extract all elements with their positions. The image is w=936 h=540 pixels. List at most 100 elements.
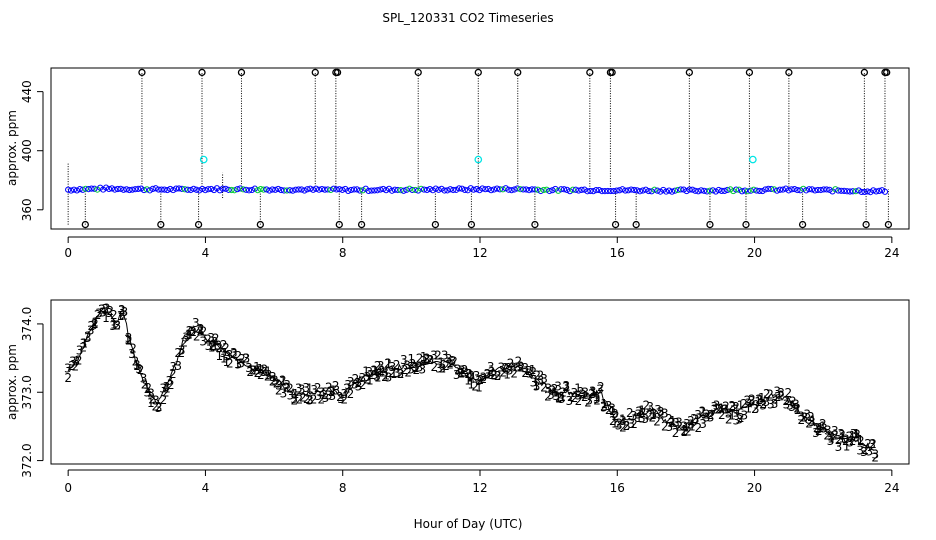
series-mark-3: 3 bbox=[135, 362, 143, 376]
series-mark-2: 2 bbox=[401, 363, 409, 377]
series-mark-3: 3 bbox=[280, 386, 288, 400]
series-mark-3: 3 bbox=[69, 354, 77, 368]
series-mark-2: 2 bbox=[275, 384, 283, 398]
baseline-point bbox=[520, 186, 527, 193]
spike-high-marker bbox=[860, 68, 869, 77]
series-mark-3: 3 bbox=[125, 331, 133, 345]
baseline-point bbox=[870, 187, 877, 194]
baseline-point bbox=[190, 185, 197, 192]
baseline-point bbox=[698, 187, 705, 194]
series-mark-2: 2 bbox=[464, 367, 472, 381]
series-mark-1: 1 bbox=[475, 381, 483, 395]
series-mark-3: 3 bbox=[777, 386, 785, 400]
baseline-point bbox=[569, 186, 576, 193]
y-tick-label: 374.0 bbox=[20, 307, 34, 341]
panel-raw-trace-lines bbox=[67, 72, 889, 225]
series-mark-3: 3 bbox=[740, 408, 748, 422]
baseline-point bbox=[587, 187, 594, 195]
series-mark-2: 2 bbox=[819, 417, 827, 431]
series-mark-2: 2 bbox=[477, 373, 485, 387]
series-mark-1: 1 bbox=[163, 382, 171, 396]
series-mark-2: 2 bbox=[200, 324, 208, 338]
series-mark-3: 3 bbox=[521, 361, 529, 375]
spike-low-marker bbox=[357, 220, 366, 229]
baseline-point bbox=[738, 188, 746, 195]
series-mark-2: 2 bbox=[562, 380, 570, 394]
baseline-point bbox=[841, 187, 848, 195]
baseline-point bbox=[733, 186, 740, 193]
series-mark-1: 1 bbox=[437, 356, 445, 370]
baseline-point bbox=[861, 188, 868, 196]
baseline-point bbox=[849, 188, 856, 195]
series-mark-2: 2 bbox=[434, 349, 442, 363]
series-mark-1: 1 bbox=[593, 390, 601, 404]
baseline-point bbox=[496, 186, 504, 193]
series-mark-1: 1 bbox=[856, 433, 864, 447]
series-mark-2: 2 bbox=[805, 417, 813, 431]
series-mark-1: 1 bbox=[256, 362, 264, 376]
baseline-point bbox=[709, 187, 716, 194]
series-mark-3: 3 bbox=[271, 373, 279, 387]
series-mark-1: 1 bbox=[574, 382, 582, 396]
series-mark-3: 3 bbox=[713, 399, 721, 413]
series-mark-3: 3 bbox=[760, 399, 768, 413]
panel-raw: approx. ppm 0 4 8 12 16 20 24 360 400 440 bbox=[5, 67, 910, 260]
baseline-point bbox=[703, 188, 711, 195]
baseline-point bbox=[205, 186, 212, 193]
series-mark-3: 3 bbox=[530, 376, 538, 390]
baseline-point bbox=[167, 185, 174, 193]
series-mark-3: 3 bbox=[220, 346, 228, 360]
series-mark-2: 2 bbox=[132, 355, 140, 369]
series-mark-2: 2 bbox=[295, 393, 303, 407]
baseline-point bbox=[712, 188, 719, 195]
baseline-point bbox=[645, 187, 652, 195]
baseline-point bbox=[467, 185, 474, 192]
baseline-point bbox=[756, 187, 763, 195]
series-mark-3: 3 bbox=[169, 360, 177, 374]
baseline-point bbox=[73, 187, 81, 194]
baseline-point bbox=[525, 187, 533, 194]
series-mark-2: 2 bbox=[711, 403, 719, 417]
baseline-point bbox=[275, 185, 282, 193]
series-mark-2: 2 bbox=[699, 404, 707, 418]
series-mark-3: 3 bbox=[792, 397, 800, 411]
series-mark-3: 3 bbox=[767, 398, 775, 412]
spike-high-marker bbox=[685, 68, 694, 77]
baseline-point bbox=[412, 186, 419, 194]
series-mark-2: 2 bbox=[397, 367, 405, 381]
baseline-point bbox=[67, 187, 75, 194]
series-mark-2: 2 bbox=[409, 357, 417, 371]
series-mark-1: 1 bbox=[793, 403, 801, 417]
series-mark-3: 3 bbox=[600, 401, 608, 415]
spike-low-marker bbox=[335, 220, 343, 229]
baseline-point bbox=[280, 187, 288, 194]
series-mark-1: 1 bbox=[208, 340, 216, 354]
series-mark-2: 2 bbox=[279, 373, 287, 387]
spike-low-marker bbox=[884, 220, 893, 229]
series-mark-3: 3 bbox=[668, 416, 676, 430]
series-mark-2: 2 bbox=[254, 366, 262, 380]
series-mark-2: 2 bbox=[374, 359, 382, 373]
series-mark-1: 1 bbox=[143, 382, 151, 396]
series-mark-3: 3 bbox=[773, 384, 781, 398]
baseline-point bbox=[619, 186, 626, 193]
series-mark-2: 2 bbox=[533, 369, 541, 383]
series-mark-1: 1 bbox=[688, 419, 696, 433]
series-mark-2: 2 bbox=[250, 364, 258, 378]
series-mark-1: 1 bbox=[354, 376, 362, 390]
baseline-point bbox=[88, 185, 95, 192]
series-mark-2: 2 bbox=[831, 428, 839, 442]
series-mark-3: 3 bbox=[333, 384, 341, 398]
series-mark-3: 3 bbox=[344, 378, 352, 392]
series-mark-2: 2 bbox=[529, 365, 537, 379]
series-mark-3: 3 bbox=[797, 410, 805, 424]
series-mark-3: 3 bbox=[575, 389, 583, 403]
series-mark-2: 2 bbox=[94, 308, 102, 322]
baseline-point bbox=[310, 186, 317, 193]
series-mark-1: 1 bbox=[253, 360, 261, 374]
series-mark-3: 3 bbox=[589, 384, 597, 398]
baseline-point bbox=[91, 185, 98, 192]
series-mark-2: 2 bbox=[264, 369, 272, 383]
series-mark-2: 2 bbox=[454, 363, 462, 377]
series-mark-2: 2 bbox=[635, 404, 643, 418]
